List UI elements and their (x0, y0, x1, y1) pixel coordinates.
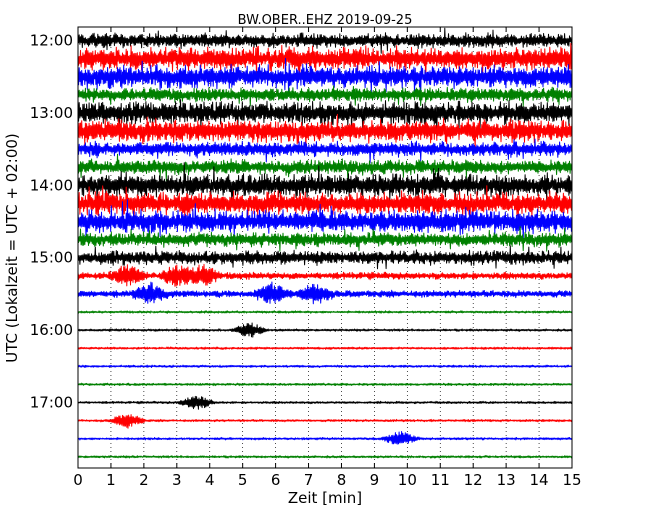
trace-series (77, 199, 573, 244)
x-axis-label: Zeit [min] (288, 489, 362, 507)
trace-series (77, 263, 573, 287)
trace-series (77, 42, 573, 82)
trace-series (77, 395, 573, 410)
trace-series (77, 57, 573, 97)
y-tick-label: 14:00 (30, 176, 73, 194)
grid-layer (110, 27, 540, 468)
x-tick-label: 1 (106, 471, 116, 489)
y-tick-label: 15:00 (30, 249, 73, 267)
trace-series (77, 382, 573, 387)
trace-series (77, 346, 573, 350)
trace-series (77, 322, 573, 338)
x-tick-label: 6 (271, 471, 281, 489)
x-tick-label: 11 (431, 471, 450, 489)
trace-layer (77, 27, 573, 459)
trace-series (77, 245, 573, 270)
x-tick-label: 8 (337, 471, 347, 489)
trace-series (77, 226, 573, 252)
trace-series (77, 27, 573, 54)
trace-series (77, 185, 573, 225)
y-tick-label: 16:00 (30, 321, 73, 339)
x-tick-label: 15 (562, 471, 581, 489)
trace-series (77, 138, 573, 164)
trace-series (77, 455, 573, 459)
trace-series (77, 431, 573, 445)
x-tick-label: 9 (370, 471, 380, 489)
x-tick-label: 14 (530, 471, 549, 489)
x-tick-label: 13 (497, 471, 516, 489)
tick-layer: 0 1 2 3 4 5 6 7 8 9 10 11 12 13 14 1512:0013:0014:0015:… (30, 27, 582, 489)
trace-series (77, 364, 573, 368)
chart-title: BW.OBER..EHZ 2019-09-25 (238, 13, 413, 28)
x-tick-label: 12 (464, 471, 483, 489)
y-tick-label: 12:00 (30, 32, 73, 50)
trace-series (77, 414, 573, 429)
trace-series (77, 99, 573, 134)
y-axis-label: UTC (Lokalzeit = UTC + 02:00) (3, 133, 21, 363)
x-tick-label: 0 (73, 471, 83, 489)
x-tick-label: 2 (139, 471, 149, 489)
trace-series (77, 310, 573, 314)
plot-frame (77, 26, 573, 469)
trace-series (77, 162, 573, 206)
trace-series (77, 113, 573, 151)
x-tick-label: 5 (238, 471, 248, 489)
x-tick-label: 4 (205, 471, 215, 489)
x-tick-label: 3 (172, 471, 182, 489)
trace-series (77, 153, 573, 182)
x-tick-label: 7 (304, 471, 314, 489)
x-tick-label: 10 (398, 471, 417, 489)
trace-series (77, 85, 573, 107)
trace-series (77, 281, 573, 305)
y-tick-label: 17:00 (30, 394, 73, 412)
y-tick-label: 13:00 (30, 104, 73, 122)
